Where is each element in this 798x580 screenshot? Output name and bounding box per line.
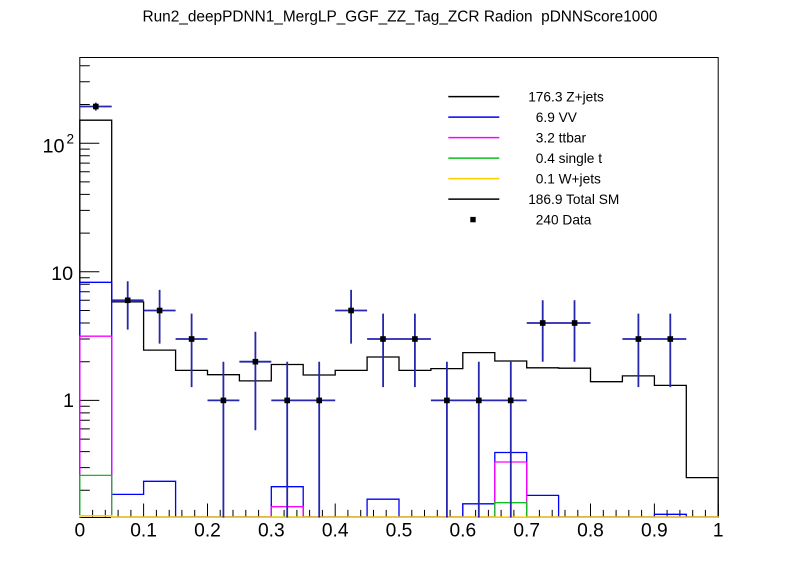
svg-text:0.6: 0.6	[449, 521, 476, 542]
svg-text:2: 2	[66, 131, 74, 146]
svg-text:0.3: 0.3	[258, 521, 285, 542]
svg-text:6.9 VV: 6.9 VV	[528, 110, 578, 125]
svg-text:0.9: 0.9	[641, 521, 668, 542]
svg-text:3.2 ttbar: 3.2 ttbar	[528, 130, 586, 145]
svg-text:0.5: 0.5	[386, 521, 413, 542]
svg-text:176.3 Z+jets: 176.3 Z+jets	[528, 89, 604, 104]
svg-text:0.1: 0.1	[130, 521, 157, 542]
svg-text:240 Data: 240 Data	[528, 212, 592, 227]
svg-text:0: 0	[74, 521, 85, 542]
svg-text:0.2: 0.2	[194, 521, 221, 542]
svg-text:10: 10	[42, 135, 64, 157]
svg-text:0.4 single t: 0.4 single t	[528, 151, 602, 166]
svg-text:0.4: 0.4	[322, 521, 349, 542]
svg-text:1: 1	[713, 521, 724, 542]
svg-text:Run2_deepPDNN1_MergLP_GGF_ZZ_T: Run2_deepPDNN1_MergLP_GGF_ZZ_Tag_ZCR Rad…	[143, 9, 658, 26]
svg-text:1: 1	[63, 390, 74, 412]
svg-text:0.1 W+jets: 0.1 W+jets	[528, 171, 601, 186]
svg-text:0.8: 0.8	[577, 521, 604, 542]
svg-text:0.7: 0.7	[513, 521, 540, 542]
svg-text:10: 10	[51, 263, 73, 285]
svg-text:186.9 Total SM: 186.9 Total SM	[528, 192, 619, 207]
